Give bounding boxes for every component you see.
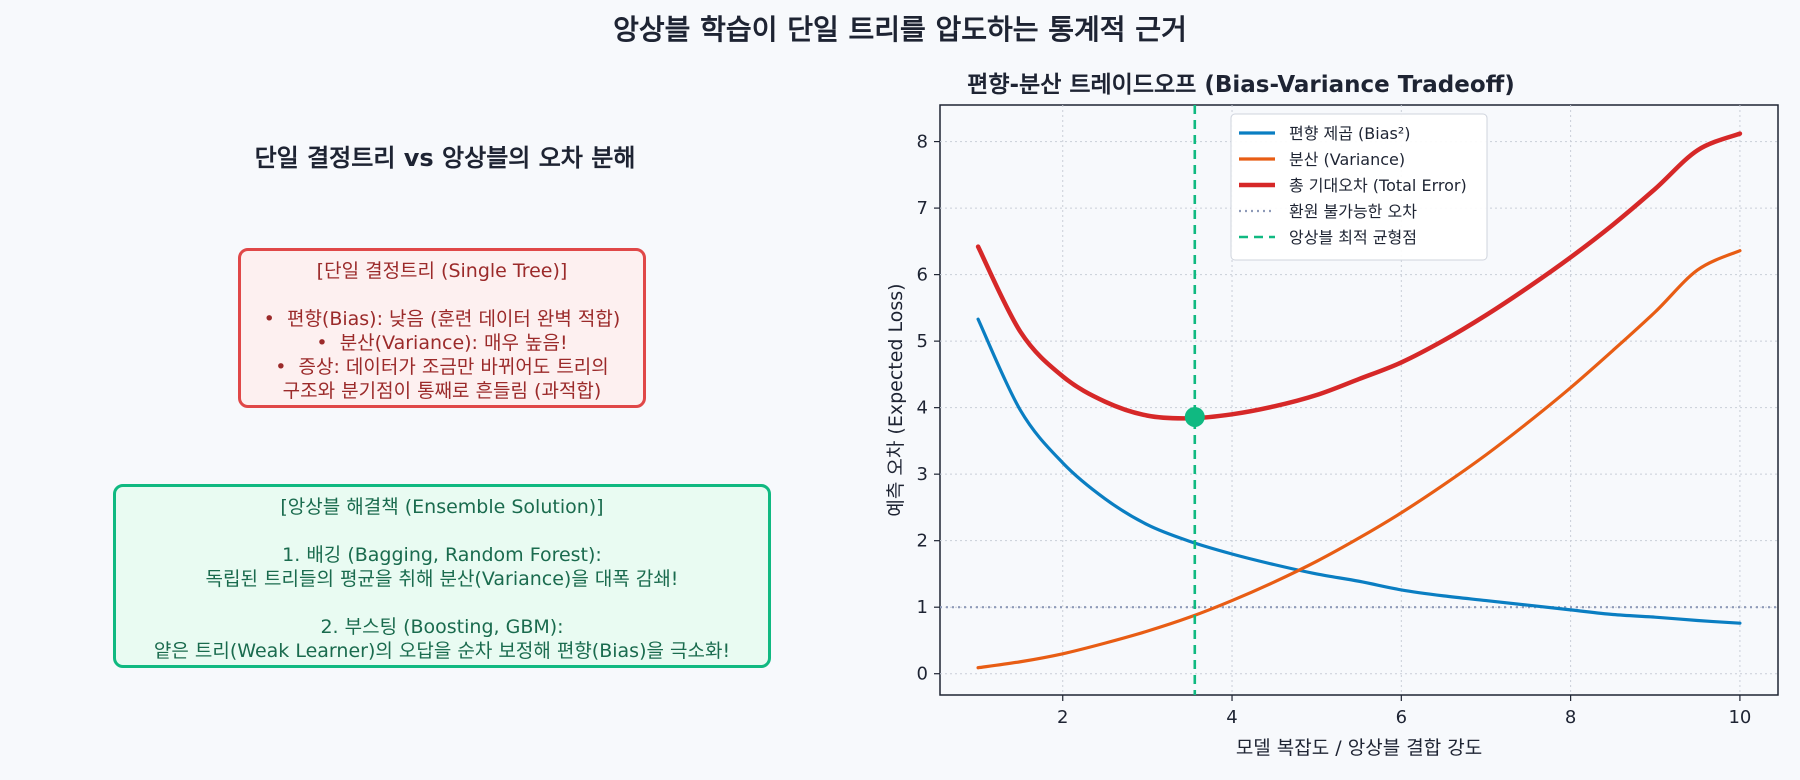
single-tree-line: [단일 결정트리 (Single Tree)] (316, 260, 568, 282)
x-tick-label: 10 (1728, 707, 1751, 728)
single-tree-line: • 증상: 데이터가 조금만 바뀌어도 트리의 (275, 356, 609, 378)
legend-label-bias: 편향 제곱 (Bias²) (1289, 124, 1411, 143)
series-lines (975, 131, 1743, 670)
x-tick-label: 8 (1565, 707, 1576, 728)
y-tick-label: 4 (917, 398, 928, 419)
legend: 편향 제곱 (Bias²) 분산 (Variance) 총 기대오차 (Total … (1230, 113, 1488, 261)
x-axis-label: 모델 복잡도 / 앙상블 결합 강도 (1236, 737, 1482, 759)
grid (940, 105, 1778, 695)
ensemble-line: 얕은 트리(Weak Learner)의 오답을 순차 보정해 편향(Bias)… (153, 640, 731, 662)
ensemble-line: [앙상블 해결책 (Ensemble Solution)] (280, 496, 604, 518)
legend-box (1230, 113, 1488, 261)
legend-label-optimal: 앙상블 최적 균형점 (1289, 228, 1417, 247)
x-tick-label: 2 (1057, 707, 1068, 728)
left-panel-title: 단일 결정트리 vs 앙상블의 오차 분해 (254, 144, 636, 172)
ensemble-solution-box: [앙상블 해결책 (Ensemble Solution)] 1. 배깅 (Bag… (113, 484, 771, 668)
optimal-point-marker (1184, 406, 1205, 427)
variance-curve (976, 249, 1742, 670)
y-axis-label: 예측 오차 (Expected Loss) (885, 283, 907, 516)
x-tick-label: 6 (1396, 707, 1407, 728)
y-tick-label: 8 (917, 132, 928, 153)
ensemble-line (126, 519, 758, 543)
axis-ticks: 2 4 6 8 10 0 1 2 3 4 5 6 7 8 (917, 132, 1752, 728)
y-tick-label: 6 (917, 265, 928, 286)
ensemble-line: 독립된 트리들의 평균을 취해 분산(Variance)을 대폭 감쇄! (205, 568, 679, 590)
single-tree-line: 구조와 분기점이 통째로 흔들림 (과적합) (282, 380, 602, 402)
single-tree-line: • 분산(Variance): 매우 높음! (316, 332, 568, 354)
y-tick-label: 2 (917, 531, 928, 552)
optimal-point-line (1184, 105, 1205, 695)
figure-title: 앙상블 학습이 단일 트리를 압도하는 통계적 근거 (613, 13, 1187, 46)
bias-curve (976, 317, 1742, 625)
y-tick-label: 0 (917, 664, 928, 685)
legend-label-variance: 분산 (Variance) (1289, 150, 1405, 169)
total-curve (975, 131, 1743, 421)
ensemble-line: 2. 부스팅 (Boosting, GBM): (320, 616, 564, 638)
y-tick-label: 1 (917, 597, 928, 618)
plot-area (939, 104, 1779, 696)
y-tick-label: 5 (917, 331, 928, 352)
y-tick-label: 3 (917, 464, 928, 485)
y-tick-label: 7 (917, 198, 928, 219)
single-tree-box: [단일 결정트리 (Single Tree)] • 편향(Bias): 낮음 (… (238, 248, 646, 408)
ensemble-line: 1. 배깅 (Bagging, Random Forest): (282, 544, 602, 566)
single-tree-line: • 편향(Bias): 낮음 (훈련 데이터 완벽 적합) (263, 308, 621, 330)
chart-title: 편향-분산 트레이드오프 (Bias-Variance Tradeoff) (967, 72, 1515, 98)
legend-label-irreducible: 환원 불가능한 오차 (1289, 202, 1417, 221)
legend-label-total: 총 기대오차 (Total Error) (1289, 176, 1467, 195)
ensemble-line (126, 591, 758, 615)
single-tree-line (251, 283, 633, 307)
x-tick-label: 4 (1226, 707, 1237, 728)
